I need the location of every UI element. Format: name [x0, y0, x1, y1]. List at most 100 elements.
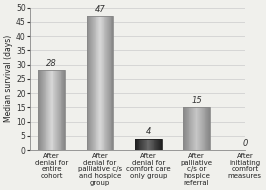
Bar — [183, 107, 184, 150]
Bar — [49, 70, 50, 150]
Bar — [45, 70, 46, 150]
Bar — [159, 139, 160, 150]
Bar — [106, 16, 107, 150]
Bar — [207, 107, 208, 150]
Bar — [158, 139, 159, 150]
Bar — [202, 107, 203, 150]
Bar — [64, 70, 65, 150]
Bar — [160, 139, 161, 150]
Bar — [107, 16, 108, 150]
Bar — [143, 139, 144, 150]
Bar — [38, 70, 65, 150]
Bar — [90, 16, 91, 150]
Bar — [196, 107, 197, 150]
Bar — [150, 139, 151, 150]
Bar — [99, 16, 100, 150]
Bar — [89, 16, 90, 150]
Bar — [197, 107, 198, 150]
Bar — [209, 107, 210, 150]
Bar — [59, 70, 60, 150]
Bar — [189, 107, 190, 150]
Bar — [87, 16, 113, 150]
Bar — [94, 16, 95, 150]
Bar — [112, 16, 113, 150]
Bar — [201, 107, 202, 150]
Bar — [42, 70, 43, 150]
Text: 15: 15 — [191, 96, 202, 105]
Bar — [188, 107, 189, 150]
Bar — [52, 70, 53, 150]
Bar — [100, 16, 101, 150]
Bar — [91, 16, 92, 150]
Bar — [148, 139, 149, 150]
Bar — [137, 139, 138, 150]
Bar — [186, 107, 187, 150]
Bar — [41, 70, 42, 150]
Bar — [98, 16, 99, 150]
Bar — [140, 139, 141, 150]
Bar — [110, 16, 111, 150]
Bar — [54, 70, 55, 150]
Bar — [53, 70, 54, 150]
Bar — [57, 70, 58, 150]
Bar — [50, 70, 51, 150]
Bar — [205, 107, 206, 150]
Bar — [38, 70, 39, 150]
Text: 47: 47 — [95, 5, 105, 14]
Bar — [203, 107, 204, 150]
Bar — [87, 16, 88, 150]
Text: 4: 4 — [146, 127, 151, 136]
Bar — [187, 107, 188, 150]
Bar — [47, 70, 48, 150]
Bar — [144, 139, 145, 150]
Bar — [142, 139, 143, 150]
Bar — [147, 139, 148, 150]
Bar — [102, 16, 103, 150]
Bar — [56, 70, 57, 150]
Y-axis label: Median survival (days): Median survival (days) — [4, 35, 13, 123]
Bar — [135, 139, 161, 150]
Bar — [149, 139, 150, 150]
Bar — [97, 16, 98, 150]
Bar — [184, 107, 185, 150]
Text: 28: 28 — [46, 59, 57, 68]
Bar — [43, 70, 44, 150]
Bar — [191, 107, 192, 150]
Bar — [101, 16, 102, 150]
Bar — [60, 70, 61, 150]
Bar — [185, 107, 186, 150]
Bar — [51, 70, 52, 150]
Bar — [109, 16, 110, 150]
Bar — [152, 139, 153, 150]
Bar — [190, 107, 191, 150]
Bar — [111, 16, 112, 150]
Bar — [95, 16, 97, 150]
Bar — [55, 70, 56, 150]
Text: 0: 0 — [242, 139, 248, 148]
Bar — [192, 107, 193, 150]
Bar — [135, 139, 136, 150]
Bar — [48, 70, 49, 150]
Bar — [198, 107, 199, 150]
Bar — [136, 139, 137, 150]
Bar — [145, 139, 146, 150]
Bar — [194, 107, 195, 150]
Bar — [151, 139, 152, 150]
Bar — [146, 139, 147, 150]
Bar — [204, 107, 205, 150]
Bar — [193, 107, 194, 150]
Bar — [208, 107, 209, 150]
Bar — [93, 16, 94, 150]
Bar — [62, 70, 63, 150]
Bar — [46, 70, 47, 150]
Bar — [63, 70, 64, 150]
Bar — [44, 70, 45, 150]
Bar — [155, 139, 156, 150]
Bar — [157, 139, 158, 150]
Bar — [103, 16, 105, 150]
Bar — [156, 139, 157, 150]
Bar — [105, 16, 106, 150]
Bar — [92, 16, 93, 150]
Bar — [199, 107, 200, 150]
Bar — [39, 70, 40, 150]
